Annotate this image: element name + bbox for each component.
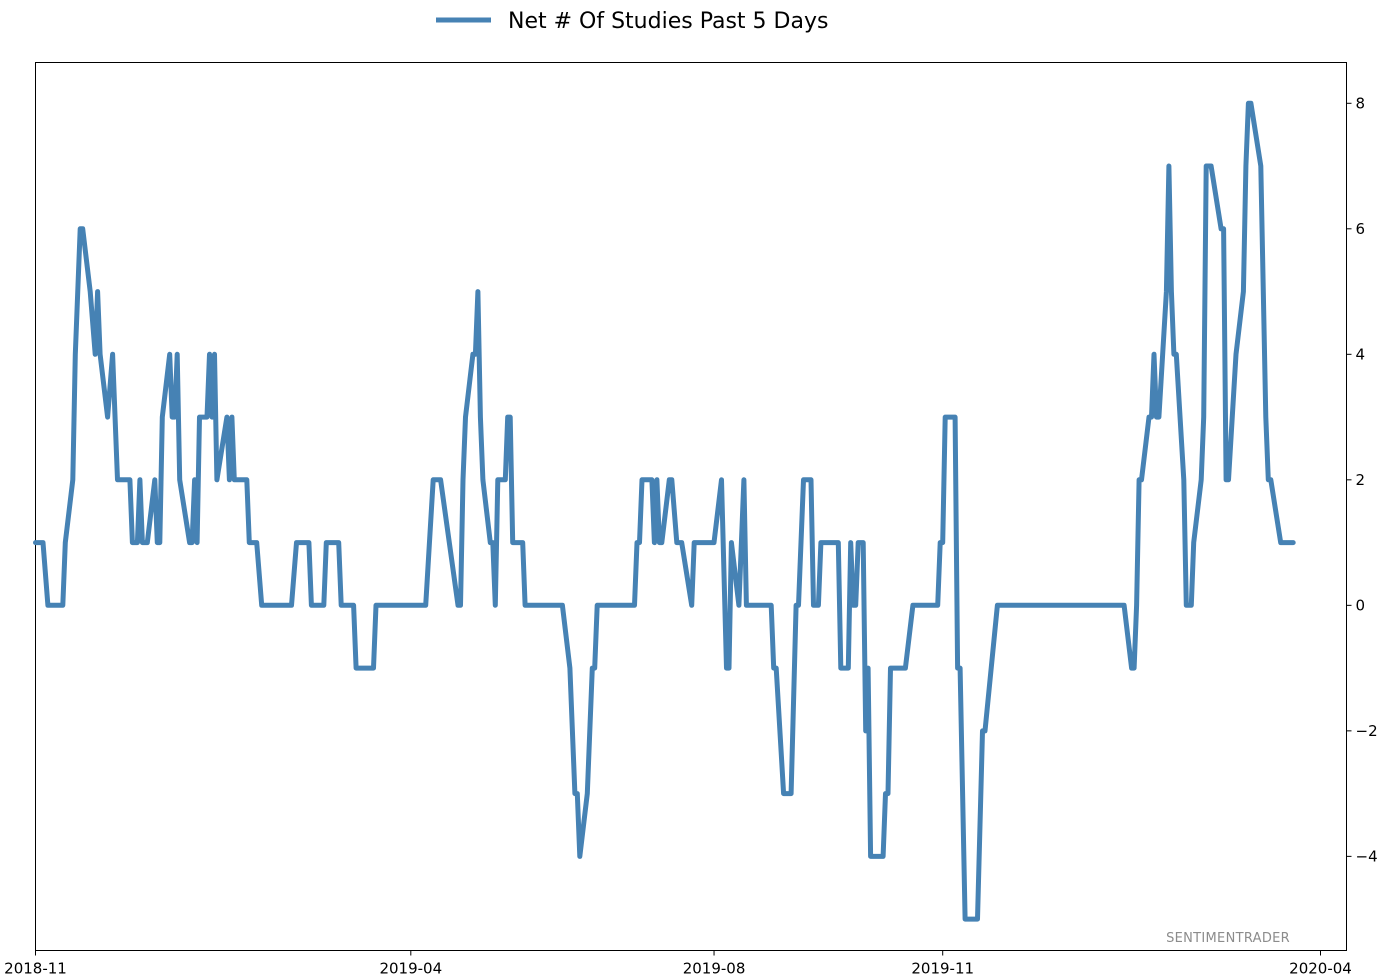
plot-frame [35,62,1347,951]
y-tick-label: −2 [1356,722,1378,740]
y-tick-label: 4 [1356,345,1366,363]
y-axis: −4 −2 0 2 4 6 8 [1346,94,1378,865]
watermark-label: SENTIMENTRADER [1166,931,1290,946]
x-tick-label: 2018-11 [4,960,67,978]
series-line [33,100,1296,922]
y-tick-label: 8 [1356,94,1366,112]
y-tick-label: 2 [1356,471,1366,489]
legend: Net # Of Studies Past 5 Days [436,9,828,34]
y-tick-label: 6 [1356,220,1366,238]
x-tick-label: 2019-11 [911,960,974,978]
y-tick-label: 0 [1356,596,1366,614]
x-axis: 2018-11 2019-04 2019-08 2019-11 2020-04 [4,950,1352,978]
x-tick-label: 2020-04 [1289,960,1352,978]
x-tick-label: 2019-04 [379,960,442,978]
legend-label: Net # Of Studies Past 5 Days [508,9,828,34]
y-tick-label: −4 [1356,847,1378,865]
x-tick-label: 2019-08 [683,960,746,978]
